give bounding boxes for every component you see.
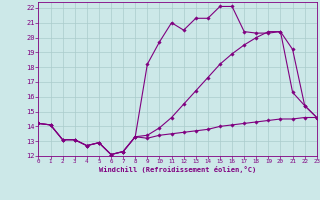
X-axis label: Windchill (Refroidissement éolien,°C): Windchill (Refroidissement éolien,°C) — [99, 166, 256, 173]
